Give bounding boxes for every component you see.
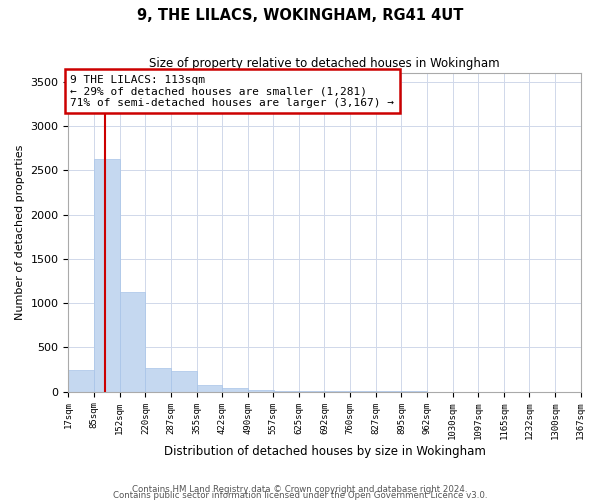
- Bar: [145, 368, 171, 392]
- X-axis label: Distribution of detached houses by size in Wokingham: Distribution of detached houses by size …: [164, 444, 485, 458]
- Bar: [94, 159, 120, 392]
- Text: 9, THE LILACS, WOKINGHAM, RG41 4UT: 9, THE LILACS, WOKINGHAM, RG41 4UT: [137, 8, 463, 22]
- Bar: [119, 292, 145, 392]
- Bar: [171, 371, 197, 392]
- Text: 9 THE LILACS: 113sqm
← 29% of detached houses are smaller (1,281)
71% of semi-de: 9 THE LILACS: 113sqm ← 29% of detached h…: [70, 74, 394, 108]
- Title: Size of property relative to detached houses in Wokingham: Size of property relative to detached ho…: [149, 58, 500, 70]
- Bar: [273, 390, 299, 392]
- Text: Contains public sector information licensed under the Open Government Licence v3: Contains public sector information licen…: [113, 490, 487, 500]
- Bar: [197, 384, 223, 392]
- Bar: [248, 390, 274, 392]
- Text: Contains HM Land Registry data © Crown copyright and database right 2024.: Contains HM Land Registry data © Crown c…: [132, 485, 468, 494]
- Bar: [222, 388, 248, 392]
- Bar: [68, 370, 94, 392]
- Y-axis label: Number of detached properties: Number of detached properties: [15, 144, 25, 320]
